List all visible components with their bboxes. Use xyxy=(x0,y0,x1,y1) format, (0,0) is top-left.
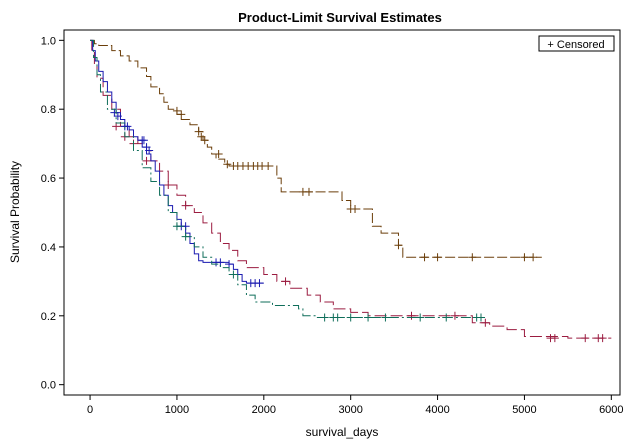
survival-curve-2 xyxy=(90,39,612,339)
y-tick-label: 0.2 xyxy=(41,311,56,323)
censored-marker xyxy=(225,260,234,269)
censored-marker xyxy=(229,270,238,279)
censored-marker xyxy=(123,122,132,131)
censored-marker xyxy=(200,136,209,145)
y-tick-label: 0.4 xyxy=(41,242,56,254)
survival-curve-3 xyxy=(90,39,264,284)
censored-marker xyxy=(346,313,355,322)
censored-marker xyxy=(550,334,559,343)
censored-marker xyxy=(381,313,390,322)
survival-curve-1 xyxy=(90,39,542,258)
censored-marker xyxy=(264,162,273,171)
legend-box xyxy=(538,35,615,52)
censored-marker xyxy=(214,149,223,158)
y-tick-label: 0.8 xyxy=(41,104,56,116)
censored-marker xyxy=(468,253,477,262)
censored-marker xyxy=(223,160,232,169)
censored-marker xyxy=(194,127,203,136)
y-tick-label: 0.0 xyxy=(41,380,56,392)
censored-marker xyxy=(442,313,451,322)
censored-marker xyxy=(520,253,529,262)
censored-marker xyxy=(197,132,206,141)
x-tick-label: 3000 xyxy=(338,404,362,416)
censored-marker xyxy=(281,277,290,286)
censored-marker xyxy=(172,106,181,115)
x-tick-label: 5000 xyxy=(512,404,536,416)
x-tick-label: 4000 xyxy=(425,404,449,416)
censored-marker xyxy=(529,253,538,262)
censored-marker xyxy=(304,187,313,196)
x-tick-label: 6000 xyxy=(599,404,623,416)
censored-marker xyxy=(110,108,119,117)
y-tick-label: 1.0 xyxy=(41,35,56,47)
censored-marker xyxy=(177,110,186,119)
x-tick-label: 1000 xyxy=(165,404,189,416)
plot-area xyxy=(90,39,612,343)
censored-marker xyxy=(598,334,607,343)
censored-marker xyxy=(255,279,264,288)
censored-marker xyxy=(416,313,425,322)
legend: + Censored xyxy=(538,35,615,52)
censored-marker xyxy=(172,222,181,231)
censored-marker xyxy=(420,253,429,262)
censored-marker xyxy=(320,313,329,322)
x-tick-label: 2000 xyxy=(252,404,276,416)
censored-marker xyxy=(181,201,190,210)
censored-marker xyxy=(181,232,190,241)
survival-curve-4 xyxy=(90,39,481,319)
censored-marker xyxy=(364,313,373,322)
censored-marker xyxy=(450,311,459,320)
censored-marker xyxy=(113,112,122,121)
y-axis-ticks: 0.0 0.2 0.4 0.6 0.8 1.0 xyxy=(41,35,64,392)
censored-marker xyxy=(477,313,485,322)
censored-marker xyxy=(407,311,416,320)
censored-marker xyxy=(112,122,121,131)
censored-marker xyxy=(164,180,173,189)
censored-marker xyxy=(139,136,148,145)
x-axis-label: survival_days xyxy=(306,425,379,439)
chart-title: Product-Limit Survival Estimates xyxy=(238,10,442,25)
censored-marker xyxy=(481,318,490,327)
censored-marker xyxy=(142,156,151,165)
x-tick-label: 0 xyxy=(87,404,93,416)
censored-marker xyxy=(433,253,442,262)
censored-marker xyxy=(145,146,154,155)
censored-marker xyxy=(581,334,590,343)
x-axis-ticks: 0 1000 2000 3000 4000 5000 6000 xyxy=(87,395,624,416)
y-tick-label: 0.6 xyxy=(41,173,56,185)
legend-label: + Censored xyxy=(547,39,604,51)
y-axis-label: Survival Probability xyxy=(8,161,22,263)
censored-marker xyxy=(351,205,360,214)
censored-marker xyxy=(394,241,403,250)
plot-frame xyxy=(63,29,621,396)
censored-marker xyxy=(333,313,342,322)
